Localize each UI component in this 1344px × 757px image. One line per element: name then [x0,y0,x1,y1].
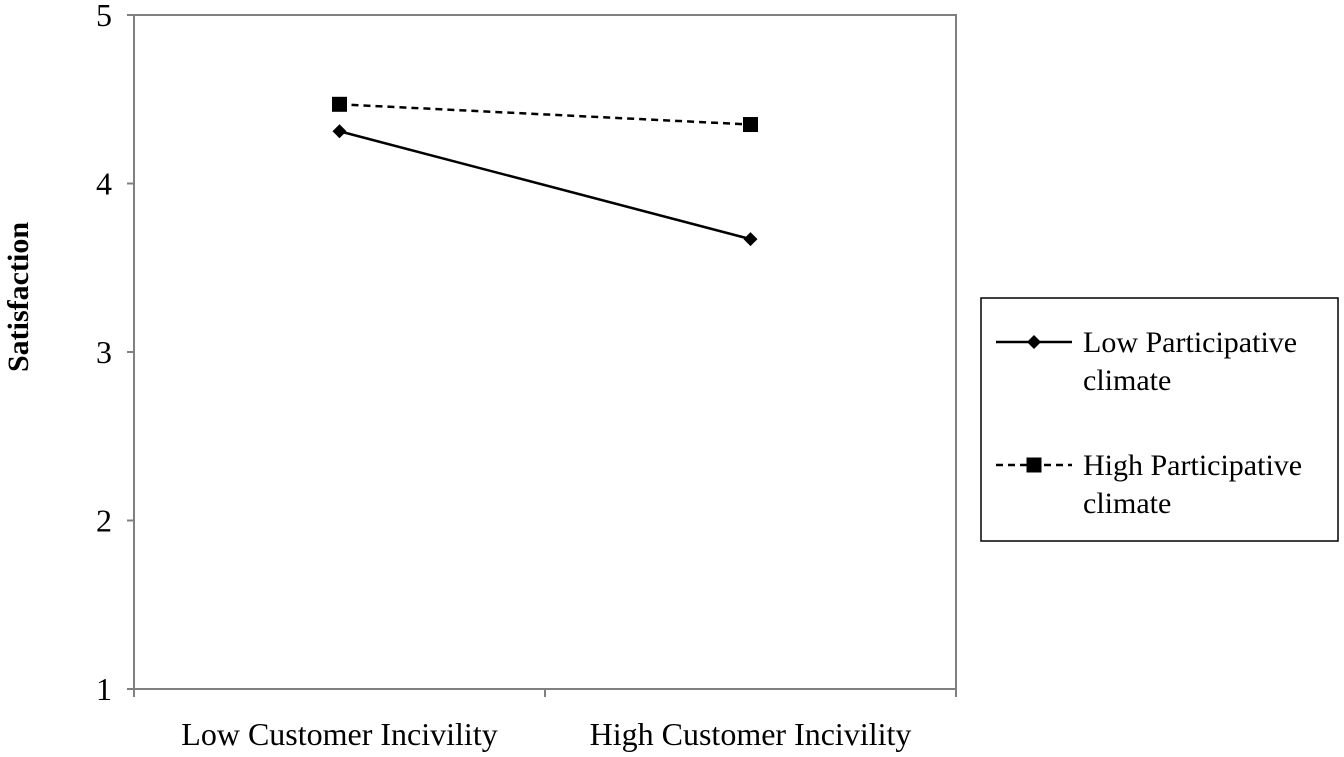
data-point-square [332,96,347,112]
legend-label: climate [1083,364,1171,397]
plot-area-frame [133,14,957,690]
series-line-2 [339,103,751,126]
legend-box [980,297,1339,542]
legend-label: Low Participative [1083,326,1297,359]
y-axis-ticks: 1 2 3 4 5 [96,0,134,707]
series-layer [332,96,758,247]
legend: Low Participative climate High Participati… [980,297,1339,542]
y-axis-title: Satisfaction [2,222,35,372]
y-tick-label: 5 [96,0,112,33]
legend-marker-square [1026,457,1042,473]
y-tick-label: 4 [96,166,112,202]
legend-items: Low Participative climate High Participati… [996,326,1302,520]
y-tick-label: 2 [96,503,112,539]
y-tick-label: 1 [96,671,112,707]
x-axis-ticks: Low Customer Incivility High Customer Inc… [133,689,957,752]
legend-marker-diamond [1027,335,1041,349]
y-tick-label: 3 [96,334,112,370]
x-tick-label: Low Customer Incivility [181,716,497,752]
series-line-1 [339,130,751,241]
legend-label: High Participative [1083,449,1302,482]
data-point-square [743,117,758,133]
x-tick-label: High Customer Incivility [590,716,912,752]
data-point-diamond [332,124,347,139]
data-point-diamond [743,232,758,247]
legend-label: climate [1083,487,1171,520]
